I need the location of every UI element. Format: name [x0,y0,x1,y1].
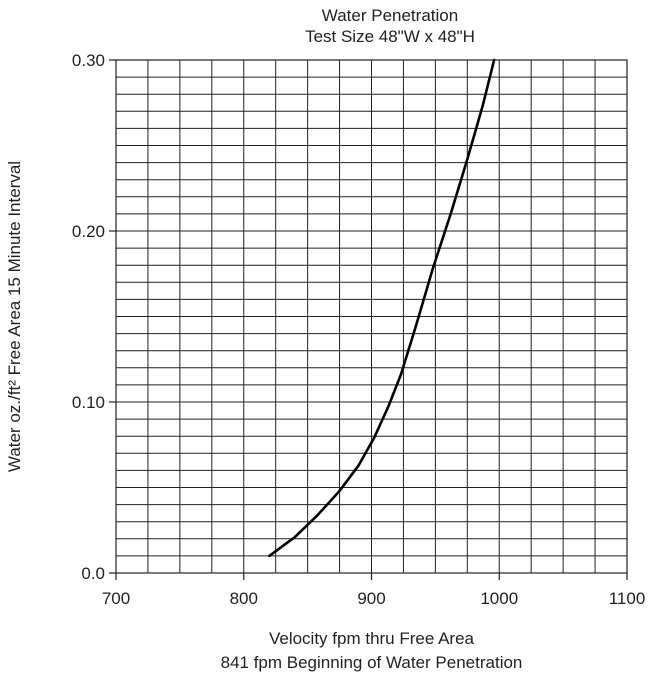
y-tick-label: 0.0 [81,564,105,583]
x-axis-title-line-1: Velocity fpm thru Free Area [269,629,475,648]
series-point [387,406,389,408]
series-point [294,536,296,538]
series-point [317,514,319,516]
series-point [338,490,341,492]
x-axis-title-line-2: 841 fpm Beginning of Water Penetration [221,653,523,672]
series-point [466,158,469,160]
series-point [481,105,484,107]
x-tick-label: 800 [230,589,258,608]
series-point [400,373,402,376]
tick-labels: 700 800 900 1000 1100 0.0 0.10 0.20 0.30 [72,51,645,608]
x-tick-label: 1000 [480,589,518,608]
x-tick-label: 1100 [609,589,646,608]
series-layer [268,58,496,558]
x-tick-label: 900 [357,589,385,608]
series-point [357,464,360,467]
series-point [432,267,434,270]
series-point [449,213,452,215]
y-tick-label: 0.20 [72,222,105,241]
chart-title-line-1: Water Penetration [321,6,459,25]
y-tick-label: 0.10 [72,393,105,412]
grid [115,59,628,574]
series-line [268,58,496,558]
chart-title-line-2: Test Size 48"W x 48"H [305,27,475,46]
y-axis-title: Water oz./ft² Free Area 15 Minute Interv… [5,161,24,472]
x-tick-label: 700 [102,589,130,608]
series-point [493,59,495,61]
series-point [268,555,271,557]
series-point [415,324,418,326]
y-tick-label: 0.30 [72,51,105,70]
series-point [373,437,375,439]
